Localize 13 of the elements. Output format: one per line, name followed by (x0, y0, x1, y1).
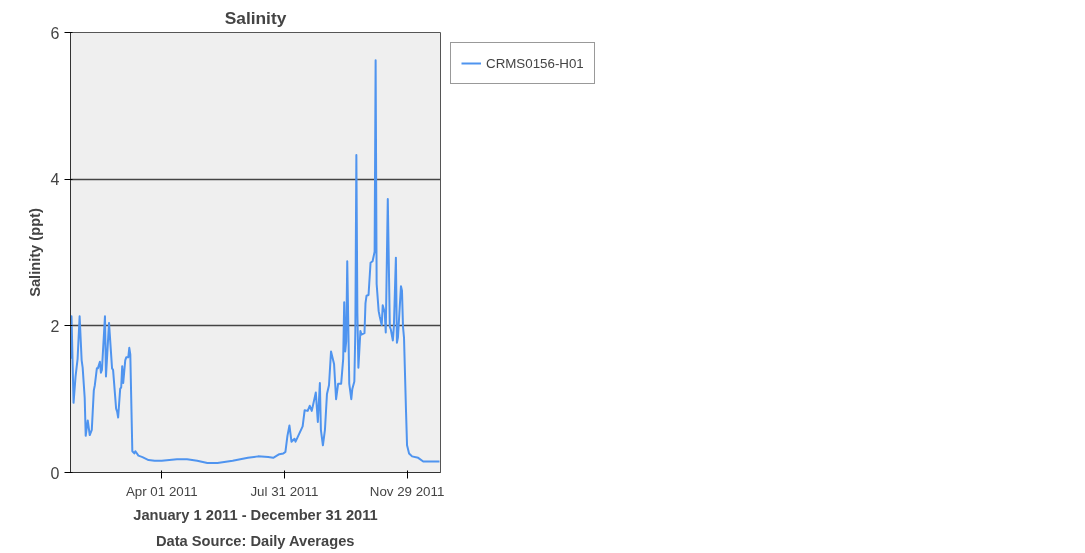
y-axis-title: Salinity (ppt) (26, 208, 43, 297)
chart-title: Salinity (224, 7, 287, 28)
y-tick-label: 6 (50, 24, 60, 42)
x-axis-title: January 1 2011 - December 31 2011 (133, 506, 378, 523)
line-series (70, 59, 441, 464)
y-tick-label: 0 (50, 464, 60, 482)
y-tick-label: 2 (50, 317, 60, 335)
legend-label: CRMS0156-H01 (486, 55, 584, 71)
source-note: Data Source: Daily Averages (155, 532, 355, 549)
x-tick-label: Nov 29 2011 (369, 483, 445, 499)
y-tick-label: 4 (50, 171, 60, 189)
x-tick-label: Jul 31 2011 (250, 483, 319, 499)
x-tick-label: Apr 01 2011 (125, 483, 198, 499)
